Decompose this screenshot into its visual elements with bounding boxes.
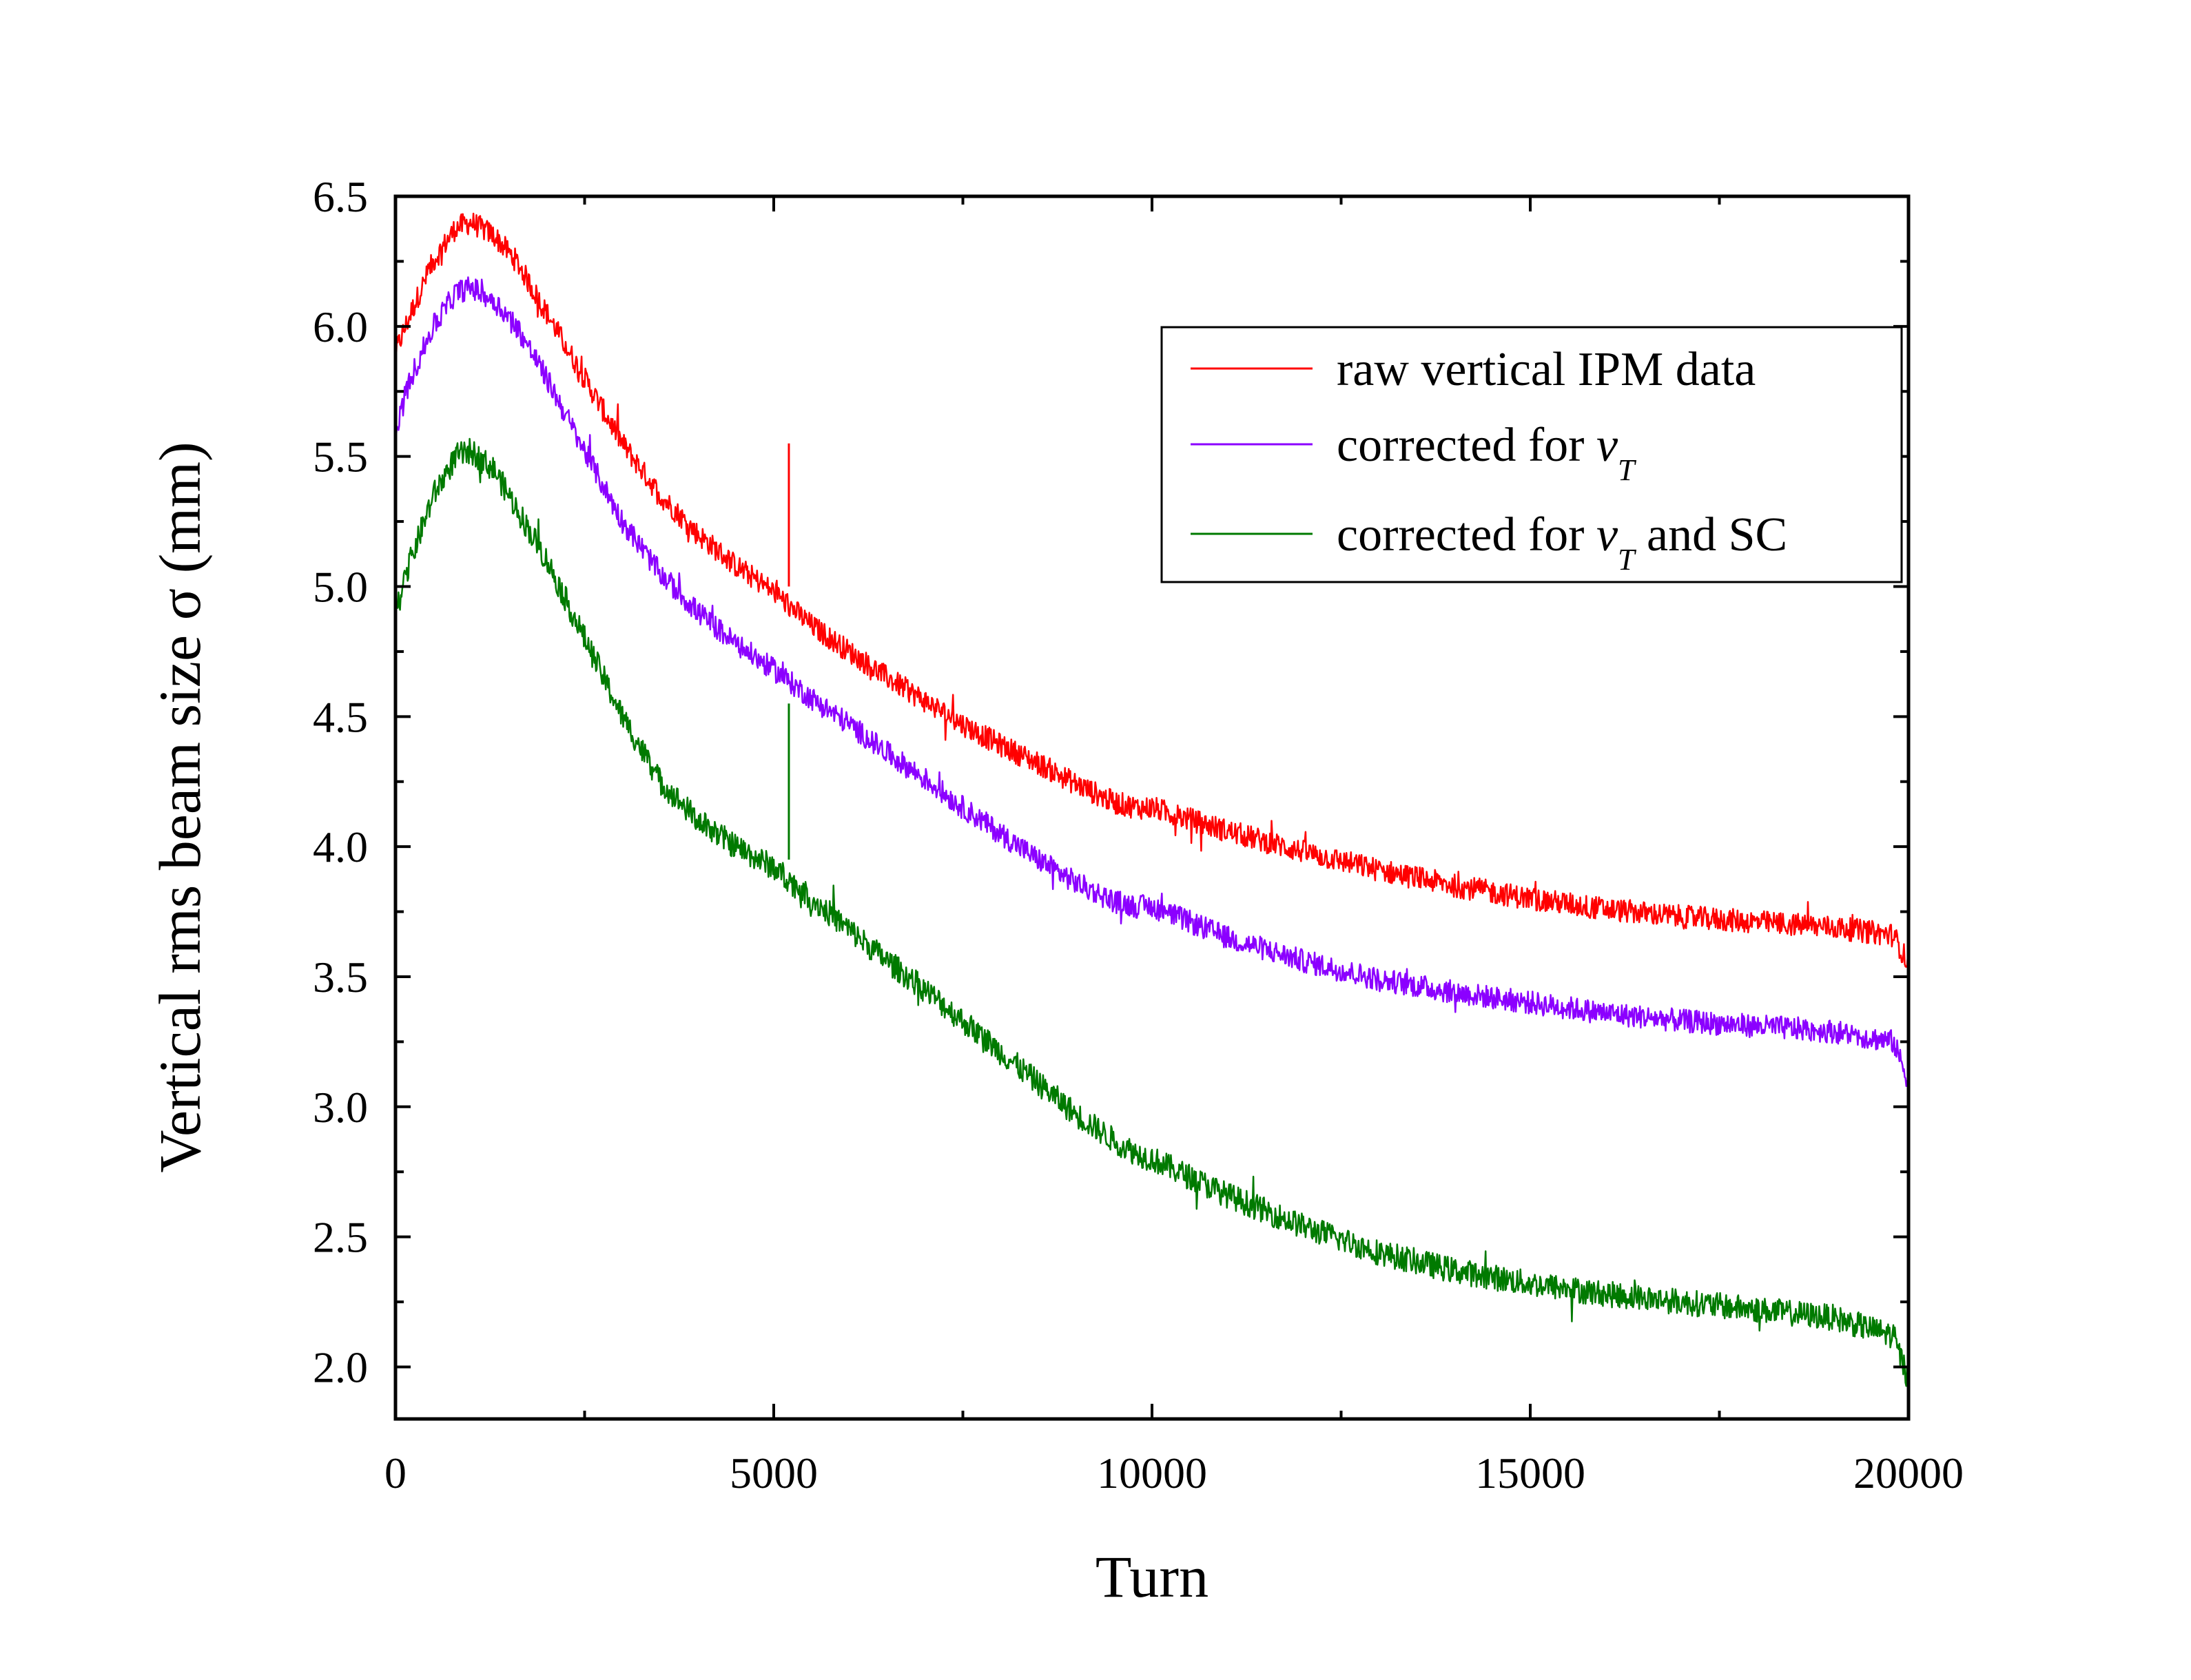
y-axis-title: Vertical rms beam size σ (mm) <box>147 442 213 1172</box>
legend-label: corrected for vT and SC <box>1337 508 1787 577</box>
x-tick-label: 15000 <box>1475 1449 1585 1497</box>
series-layer <box>394 212 1910 1390</box>
x-axis-title: Turn <box>1096 1544 1208 1610</box>
series-1 <box>394 212 1910 968</box>
y-tick-label: 4.5 <box>313 692 368 741</box>
x-tick-label: 0 <box>384 1449 407 1497</box>
legend-label: corrected for vT <box>1337 419 1637 487</box>
y-tick-label: 3.0 <box>313 1083 368 1132</box>
series-line <box>395 276 1910 1087</box>
x-tick-label: 10000 <box>1097 1449 1207 1497</box>
legend: raw vertical IPM data corrected for vT cor… <box>1160 326 1903 583</box>
ticks-layer: 0 5000 10000 15000 20000 2.0 2.5 3.0 3.5 4.0 4.5 5.… <box>313 172 1964 1497</box>
y-tick-label: 3.5 <box>313 953 368 1002</box>
y-tick-label: 2.0 <box>313 1342 368 1391</box>
x-tick-label: 5000 <box>730 1449 818 1497</box>
y-tick-label: 4.0 <box>313 822 368 871</box>
series-line <box>394 212 1910 968</box>
series-3 <box>394 437 1910 1390</box>
series-line <box>394 437 1910 1390</box>
legend-box <box>1160 326 1903 583</box>
legend-label: raw vertical IPM data <box>1337 343 1756 396</box>
y-tick-label: 6.5 <box>313 172 368 221</box>
x-tick-label: 20000 <box>1853 1449 1964 1497</box>
y-tick-label: 5.0 <box>313 562 368 611</box>
y-tick-label: 5.5 <box>313 433 368 481</box>
y-tick-label: 2.5 <box>313 1213 368 1262</box>
series-2 <box>395 276 1910 1087</box>
y-tick-label: 6.0 <box>313 302 368 351</box>
